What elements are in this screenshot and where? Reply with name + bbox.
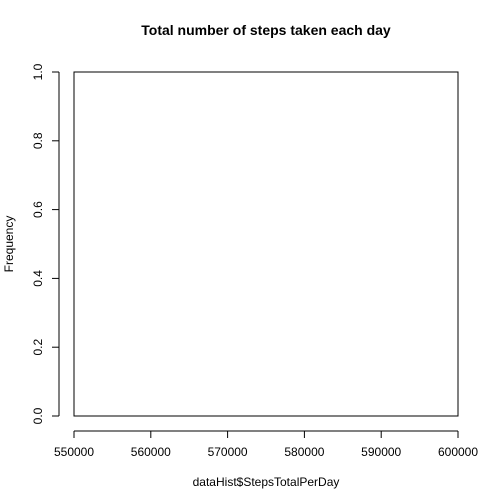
y-tick-label: 0.2 bbox=[31, 339, 45, 356]
y-tick-label: 1.0 bbox=[31, 63, 45, 80]
y-tick-label: 0.0 bbox=[31, 407, 45, 424]
y-tick-label: 0.4 bbox=[31, 270, 45, 287]
x-tick-label: 550000 bbox=[54, 445, 94, 459]
x-axis: 550000 560000 570000 580000 590000 600000 bbox=[54, 430, 478, 459]
y-tick-label: 0.6 bbox=[31, 201, 45, 218]
chart-title: Total number of steps taken each day bbox=[141, 22, 391, 38]
x-tick-label: 560000 bbox=[131, 445, 171, 459]
y-tick-label: 0.8 bbox=[31, 132, 45, 149]
y-axis: 0.0 0.2 0.4 0.6 0.8 1.0 bbox=[31, 63, 60, 424]
x-tick-label: 590000 bbox=[361, 445, 401, 459]
x-tick-label: 600000 bbox=[438, 445, 478, 459]
y-axis-label: Frequency bbox=[2, 216, 16, 273]
x-tick-label: 580000 bbox=[284, 445, 324, 459]
plot-box bbox=[73, 71, 459, 417]
x-tick-label: 570000 bbox=[208, 445, 248, 459]
x-axis-label: dataHist$StepsTotalPerDay bbox=[193, 475, 340, 489]
